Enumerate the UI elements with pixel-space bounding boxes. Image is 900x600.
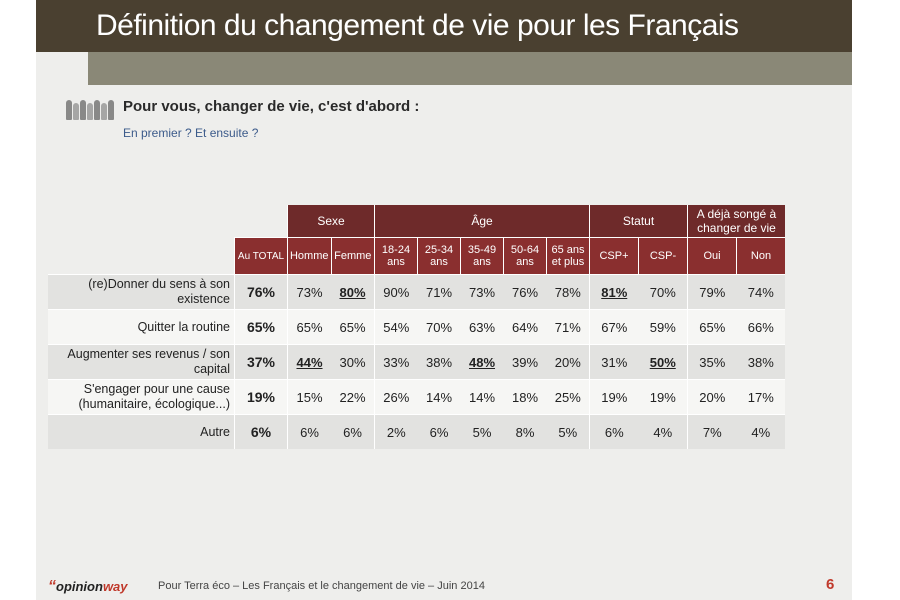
results-table: Sexe Âge Statut A déjà songé à changer d…	[48, 205, 785, 449]
cell: 6%	[417, 414, 461, 449]
cell: 6%	[331, 414, 375, 449]
row-label: Autre	[48, 414, 235, 449]
cell-total: 37%	[234, 344, 288, 380]
cell: 90%	[374, 274, 418, 310]
column-header: 35-49 ans	[460, 237, 504, 275]
column-header: 50-64 ans	[503, 237, 547, 275]
row-label: Quitter la routine	[48, 309, 235, 345]
cell: 22%	[331, 379, 375, 415]
cell: 5%	[546, 414, 590, 449]
cell-highlight: 81%	[601, 284, 628, 300]
cell: 66%	[736, 309, 785, 345]
cell: 5%	[460, 414, 504, 449]
group-header: Âge	[374, 205, 590, 238]
table-row: Quitter la routine 65% 65% 65% 54% 70% 6…	[48, 309, 785, 345]
cell: 63%	[460, 309, 504, 345]
row-label: (re)Donner du sens à son existence	[48, 274, 235, 310]
cell: 59%	[638, 309, 688, 345]
cell-highlight: 48%	[468, 354, 496, 370]
question-subtext: En premier ? Et ensuite ?	[123, 126, 259, 140]
group-header-row: Sexe Âge Statut A déjà songé à changer d…	[48, 205, 785, 238]
column-header: 18-24 ans	[374, 237, 418, 275]
column-header: CSP-	[638, 237, 688, 275]
cell: 73%	[287, 274, 331, 310]
row-label: S'engager pour une cause (humanitaire, é…	[48, 379, 235, 415]
cell: 14%	[417, 379, 461, 415]
cell: 2%	[374, 414, 418, 449]
cell: 65%	[687, 309, 737, 345]
cell: 6%	[287, 414, 331, 449]
cell: 65%	[331, 309, 375, 345]
cell: 78%	[546, 274, 590, 310]
cell: 8%	[503, 414, 547, 449]
cell-total: 65%	[234, 309, 288, 345]
cell: 15%	[287, 379, 331, 415]
group-header: Sexe	[287, 205, 375, 238]
cell: 4%	[638, 414, 688, 449]
column-header: 65 ans et plus	[546, 237, 590, 275]
group-header: A déjà songé à changer de vie	[687, 205, 785, 238]
opinionway-logo: “opinionway	[48, 578, 128, 595]
cell: 74%	[736, 274, 785, 310]
cell: 26%	[374, 379, 418, 415]
cell: 70%	[417, 309, 461, 345]
people-icon	[66, 98, 116, 120]
title-bar-accent	[88, 52, 852, 85]
title-bar: Définition du changement de vie pour les…	[36, 0, 852, 52]
cell: 18%	[503, 379, 547, 415]
cell: 38%	[417, 344, 461, 380]
cell: 76%	[503, 274, 547, 310]
cell: 54%	[374, 309, 418, 345]
cell: 19%	[638, 379, 688, 415]
cell: 33%	[374, 344, 418, 380]
cell: 65%	[287, 309, 331, 345]
cell-total: 6%	[234, 414, 288, 449]
cell: 70%	[638, 274, 688, 310]
cell: 4%	[736, 414, 785, 449]
cell: 31%	[589, 344, 639, 380]
cell-highlight: 50%	[649, 354, 676, 370]
cell: 7%	[687, 414, 737, 449]
cell: 73%	[460, 274, 504, 310]
column-header-row: Au TOTAL Homme Femme 18-24 ans 25-34 ans…	[48, 237, 785, 275]
group-header: Statut	[589, 205, 688, 238]
table-row: (re)Donner du sens à son existence 76% 7…	[48, 274, 785, 310]
cell-highlight: 44%	[296, 354, 323, 370]
question-text: Pour vous, changer de vie, c'est d'abord…	[123, 98, 420, 115]
cell-total: 19%	[234, 379, 288, 415]
cell: 25%	[546, 379, 590, 415]
cell: 6%	[589, 414, 639, 449]
cell: 38%	[736, 344, 785, 380]
cell: 79%	[687, 274, 737, 310]
footer-text: Pour Terra éco – Les Français et le chan…	[158, 580, 485, 592]
column-header: Au TOTAL	[234, 237, 288, 275]
column-header: CSP+	[589, 237, 639, 275]
column-header: Non	[736, 237, 785, 275]
cell: 17%	[736, 379, 785, 415]
cell: 14%	[460, 379, 504, 415]
table-row: Augmenter ses revenus / son capital 37% …	[48, 344, 785, 380]
cell: 35%	[687, 344, 737, 380]
cell: 20%	[687, 379, 737, 415]
column-header: Homme	[287, 237, 331, 275]
cell-highlight: 80%	[339, 284, 366, 300]
column-header: Oui	[687, 237, 737, 275]
cell-total: 76%	[234, 274, 288, 310]
cell: 71%	[546, 309, 590, 345]
cell: 19%	[589, 379, 639, 415]
cell: 20%	[546, 344, 590, 380]
cell: 64%	[503, 309, 547, 345]
row-label: Augmenter ses revenus / son capital	[48, 344, 235, 380]
cell: 71%	[417, 274, 461, 310]
column-header: 25-34 ans	[417, 237, 461, 275]
table-row: S'engager pour une cause (humanitaire, é…	[48, 379, 785, 415]
cell: 67%	[589, 309, 639, 345]
column-header: Femme	[330, 237, 375, 275]
slide-title: Définition du changement de vie pour les…	[96, 9, 739, 42]
cell: 39%	[503, 344, 547, 380]
page-number: 6	[826, 576, 835, 593]
cell: 30%	[331, 344, 375, 380]
table-row: Autre 6% 6% 6% 2% 6% 5% 8% 5% 6% 4% 7% 4…	[48, 414, 785, 449]
